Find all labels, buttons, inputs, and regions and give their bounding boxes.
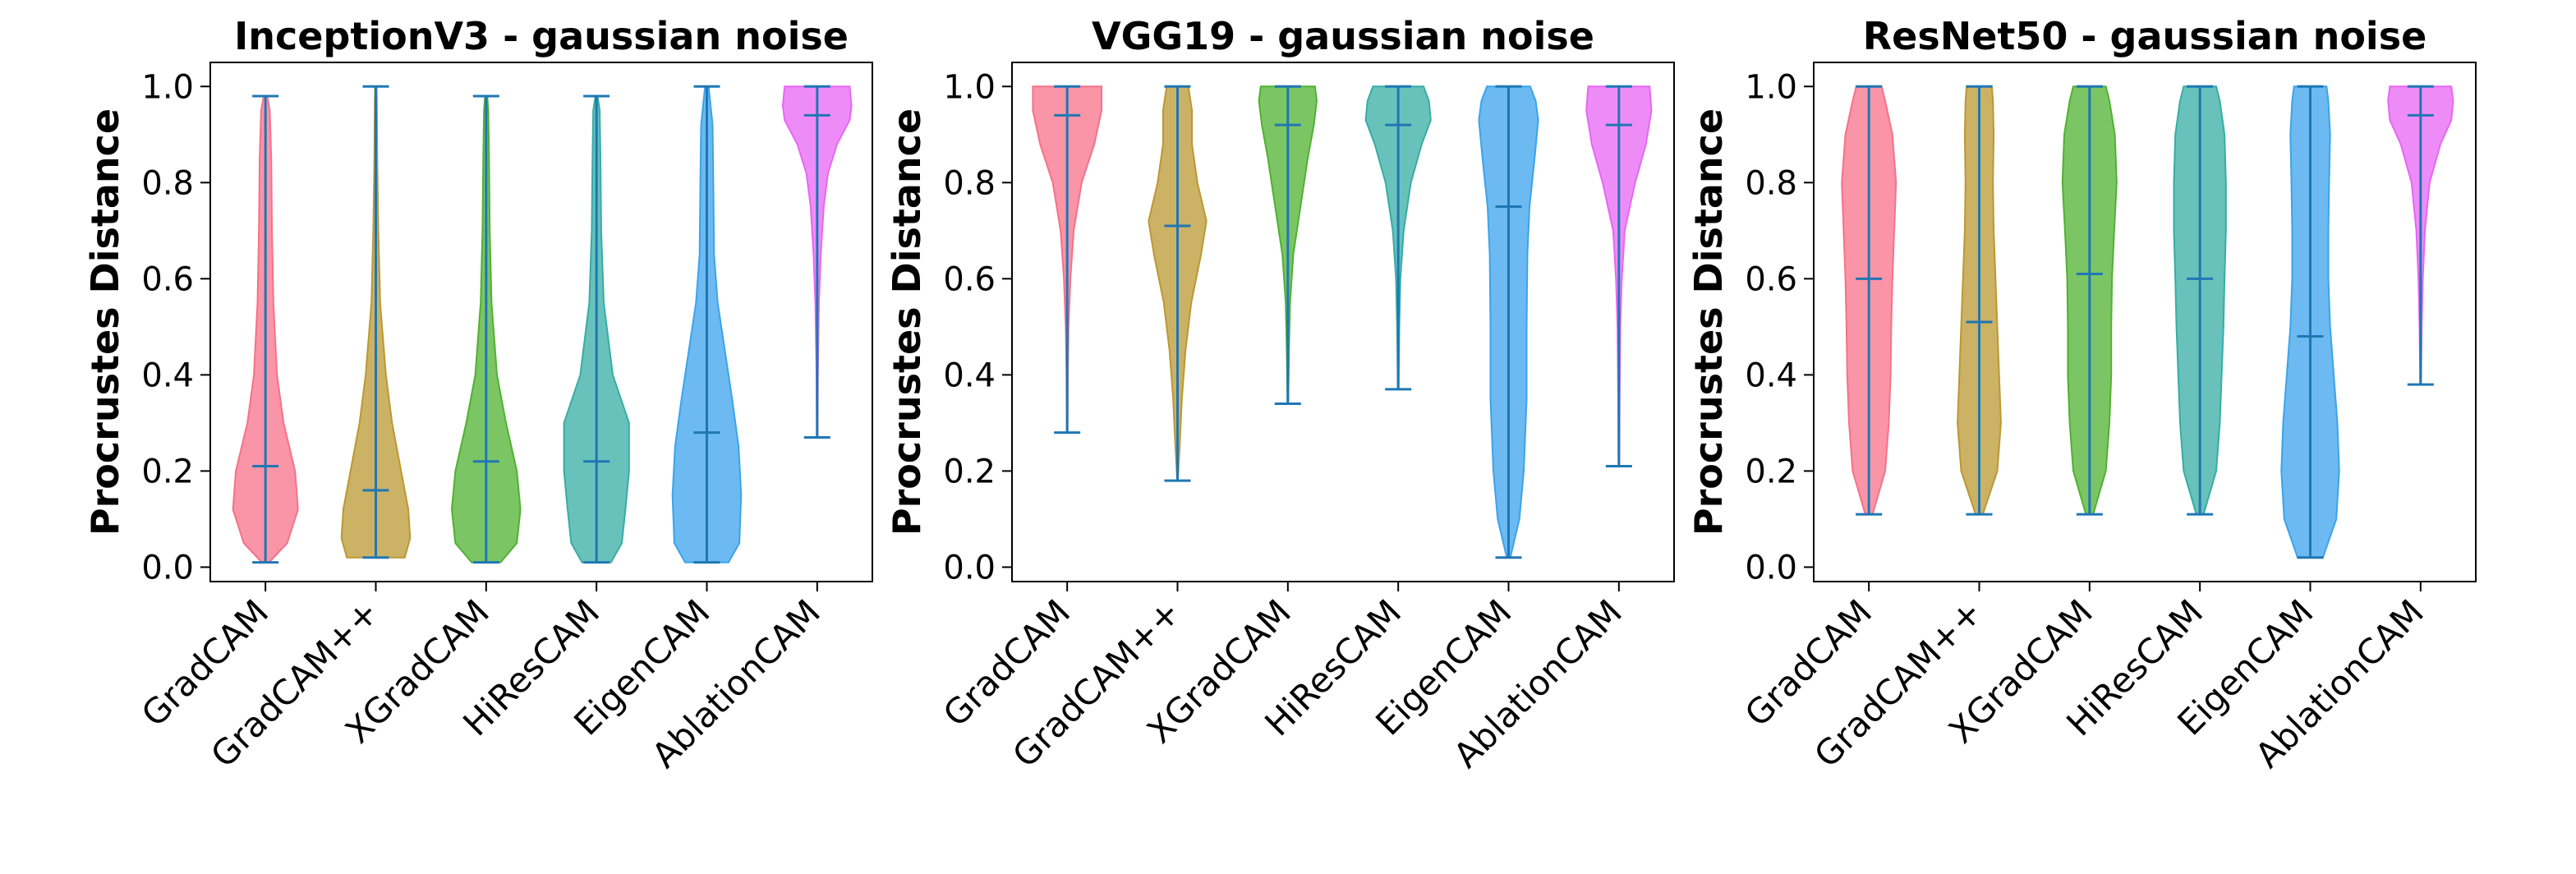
y-tick-label: 0.2 [141, 453, 194, 490]
y-tick-label: 1.0 [141, 68, 194, 106]
y-axis-label: Procrustes Distance [1686, 108, 1731, 536]
y-tick-label: 0.8 [141, 164, 194, 202]
y-tick-label: 0.6 [1745, 260, 1797, 298]
chart-panel-2: ResNet50 - gaussian noise Procrustes Dist… [1686, 14, 2477, 775]
y-tick-label: 0.4 [141, 356, 194, 394]
y-tick-label: 0.0 [943, 549, 996, 586]
y-tick-label: 0.8 [943, 164, 996, 202]
chart-title: VGG19 - gaussian noise [1092, 14, 1594, 58]
y-tick-label: 0.4 [1745, 356, 1797, 394]
plot-frame [1011, 62, 1675, 582]
y-tick-label: 1.0 [1745, 68, 1797, 106]
y-axis-label: Procrustes Distance [83, 108, 127, 536]
y-tick-label: 0.2 [1745, 453, 1797, 490]
y-tick-label: 0.0 [141, 549, 194, 586]
y-tick-label: 0.6 [943, 260, 996, 298]
chart-title: ResNet50 - gaussian noise [1863, 14, 2427, 58]
chart-panel-0: InceptionV3 - gaussian noise Procrustes D… [83, 14, 873, 775]
y-tick-label: 0.4 [943, 356, 996, 394]
y-tick-label: 1.0 [943, 68, 996, 106]
chart-title: InceptionV3 - gaussian noise [234, 14, 849, 58]
y-tick-label: 0.6 [141, 260, 194, 298]
y-tick-label: 0.8 [1745, 164, 1797, 202]
y-axis-label: Procrustes Distance [885, 108, 929, 536]
plot-frame [209, 62, 873, 582]
chart-panel-1: VGG19 - gaussian noise Procrustes Distanc… [885, 14, 1675, 775]
plot-frame [1813, 62, 2477, 582]
y-tick-label: 0.0 [1745, 549, 1797, 586]
y-tick-label: 0.2 [943, 453, 996, 490]
